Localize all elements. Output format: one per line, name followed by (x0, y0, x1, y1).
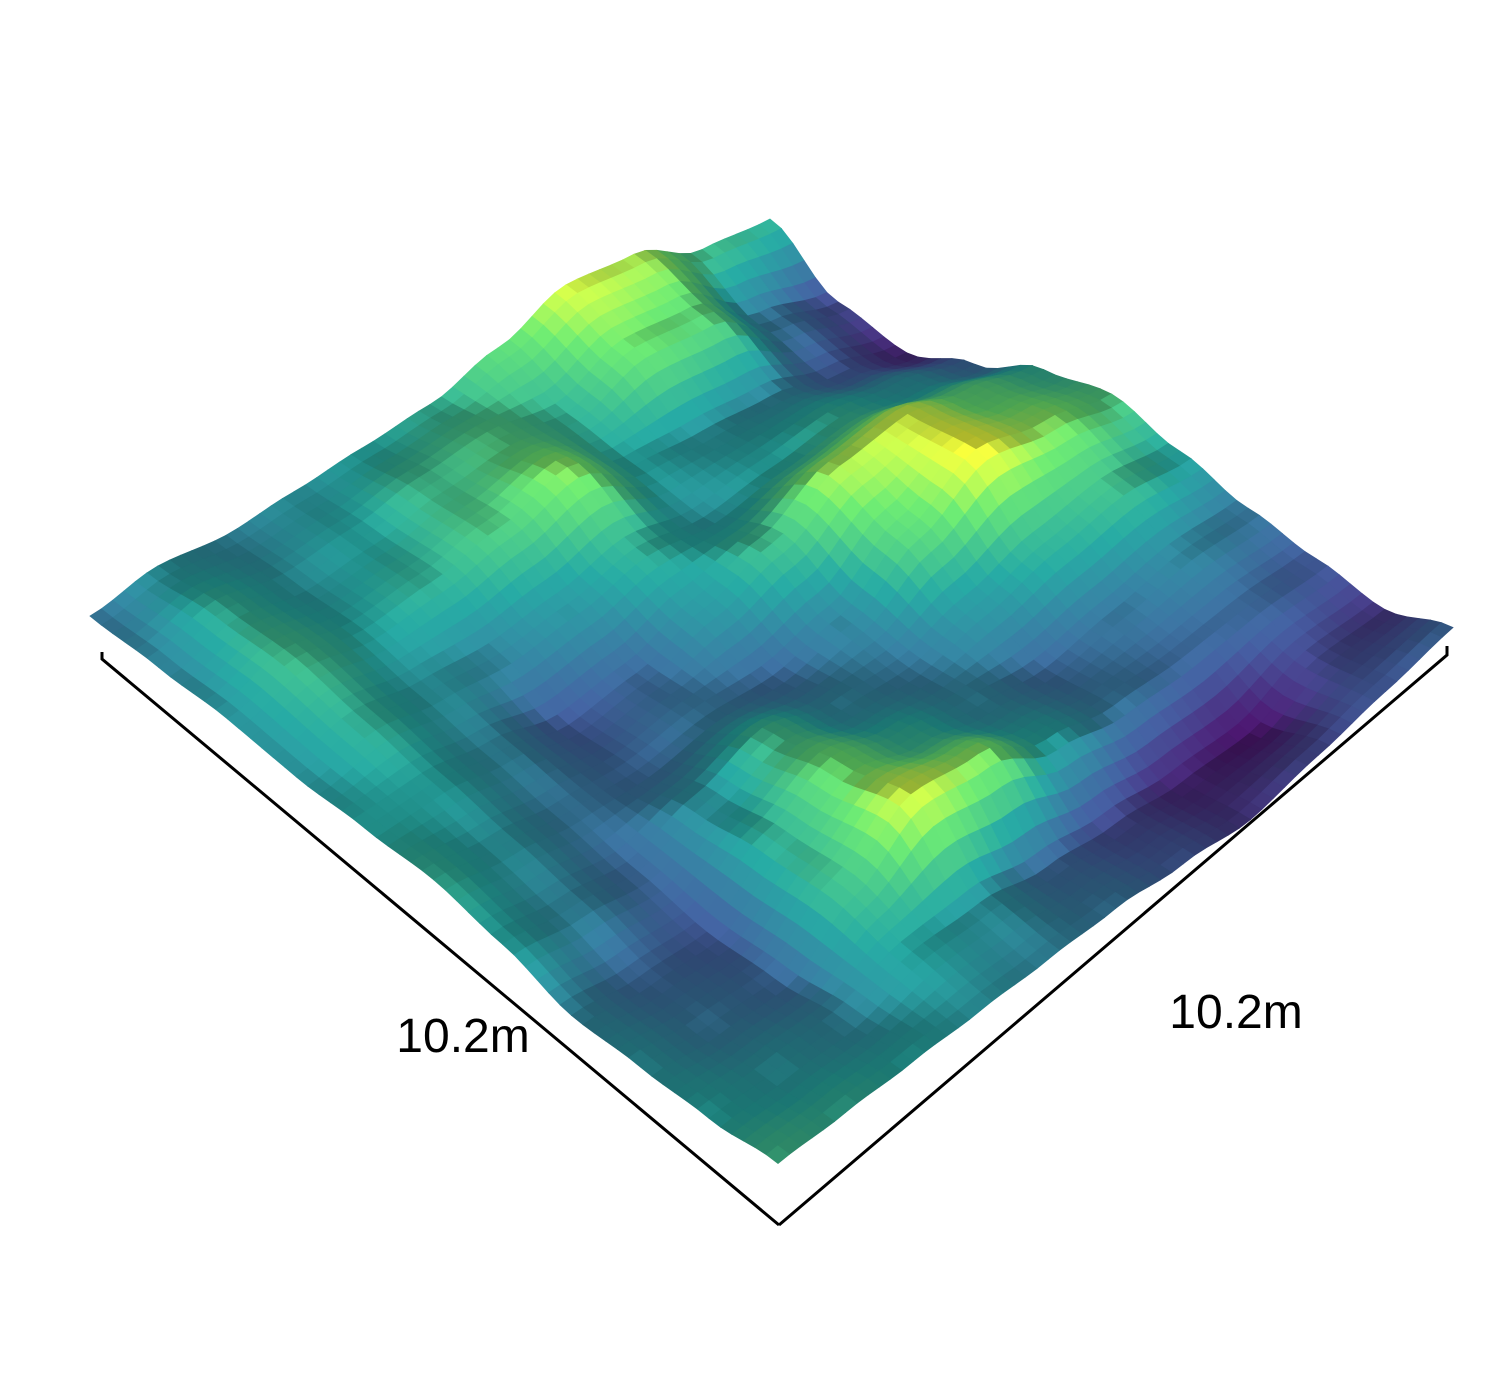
x-axis-label: 10.2m (396, 1010, 529, 1063)
terrain-surface (89, 218, 1454, 1165)
y-axis-label: 10.2m (1169, 986, 1302, 1039)
